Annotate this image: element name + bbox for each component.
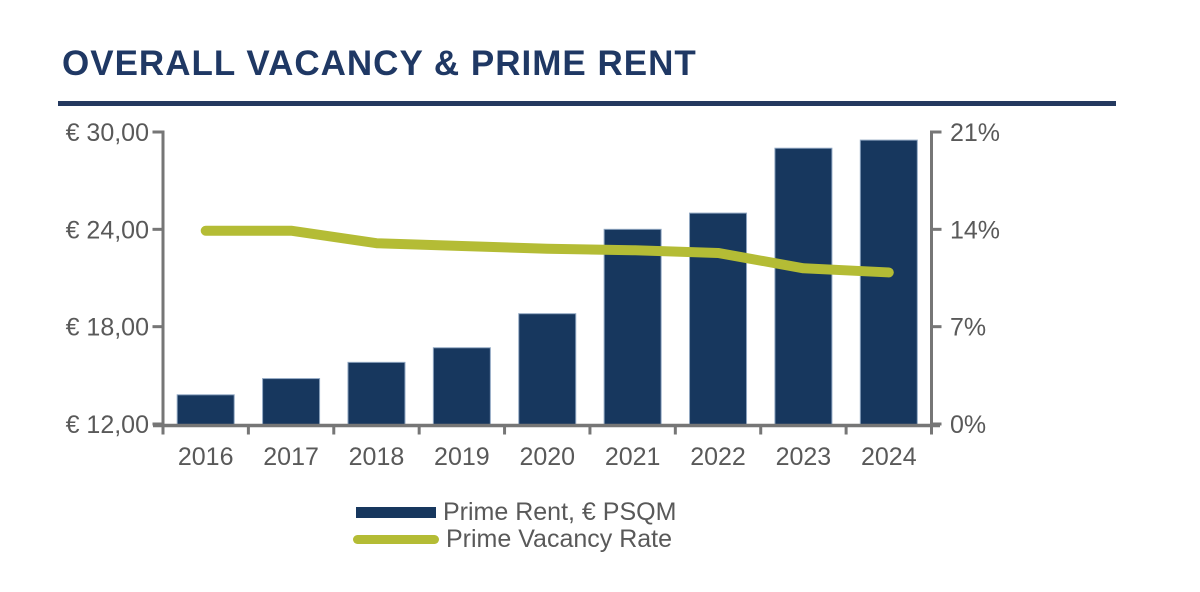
x-label-2023: 2023	[776, 443, 832, 471]
right-tick-label-0: 0%	[950, 411, 986, 439]
legend-item-prime-vacancy: Prime Vacancy Rate	[353, 525, 676, 553]
right-tick-label-21: 21%	[950, 119, 1000, 147]
prime-vacancy-line-swatch	[353, 535, 439, 544]
left-tick-label-18: € 18,00	[66, 314, 149, 342]
bar-2023	[774, 147, 833, 426]
legend-label-prime-vacancy: Prime Vacancy Rate	[446, 525, 673, 553]
left-tick-label-24: € 24,00	[66, 216, 149, 244]
x-label-2024: 2024	[861, 443, 917, 471]
chart-legend: Prime Rent, € PSQM Prime Vacancy Rate	[353, 498, 677, 553]
bar-2018	[347, 361, 406, 427]
bar-2020	[518, 313, 577, 427]
x-label-2018: 2018	[349, 443, 405, 471]
right-tick-label-14: 14%	[950, 216, 1000, 244]
right-tick-label-7: 7%	[950, 314, 986, 342]
bar-2017	[262, 378, 321, 427]
prime-vacancy-line	[200, 225, 894, 278]
left-tick-label-12: € 12,00	[66, 411, 149, 439]
legend-label-prime-rent: Prime Rent, € PSQM	[443, 498, 677, 526]
prime-rent-bar-swatch	[356, 507, 436, 518]
x-label-2016: 2016	[178, 443, 234, 471]
x-label-2019: 2019	[434, 443, 490, 471]
title-rule	[58, 101, 1116, 106]
bar-2021	[603, 228, 662, 426]
bar-2024	[859, 139, 918, 426]
x-label-2020: 2020	[519, 443, 575, 471]
left-tick-label-30: € 30,00	[66, 119, 149, 147]
legend-item-prime-rent: Prime Rent, € PSQM	[356, 498, 677, 526]
x-label-2021: 2021	[605, 443, 661, 471]
x-label-2017: 2017	[263, 443, 319, 471]
bar-2016	[176, 394, 235, 426]
x-label-2022: 2022	[690, 443, 746, 471]
chart-title: OVERALL VACANCY & PRIME RENT	[62, 44, 697, 83]
bar-2019	[432, 347, 491, 426]
bar-2022	[689, 212, 748, 426]
